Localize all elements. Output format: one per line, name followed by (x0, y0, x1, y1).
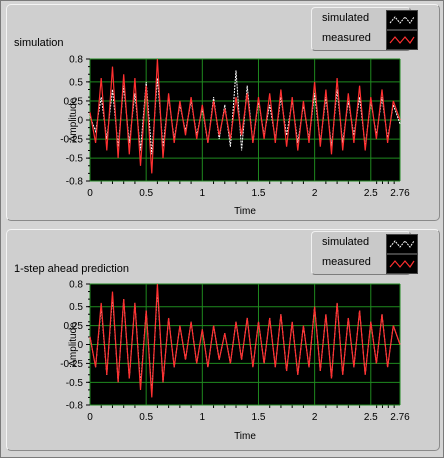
legend-label-measured: measured (322, 32, 371, 44)
legend-item-measured[interactable]: measured (320, 254, 418, 274)
legend-item-measured[interactable]: measured (320, 30, 418, 50)
prediction-legend: simulated measured (311, 231, 418, 275)
measured-line-icon (386, 30, 418, 50)
simulated-line-icon (386, 234, 418, 254)
simulated-line-icon (386, 10, 418, 30)
legend-label-measured: measured (322, 256, 371, 268)
simulation-title: simulation (14, 37, 64, 49)
legend-item-simulated[interactable]: simulated (320, 10, 418, 30)
legend-item-simulated[interactable]: simulated (320, 234, 418, 254)
prediction-title: 1-step ahead prediction (14, 263, 129, 275)
simulation-legend: simulated measured (311, 7, 418, 51)
legend-label-simulated: simulated (322, 236, 370, 248)
legend-label-simulated: simulated (322, 12, 370, 24)
measured-line-icon (386, 254, 418, 274)
